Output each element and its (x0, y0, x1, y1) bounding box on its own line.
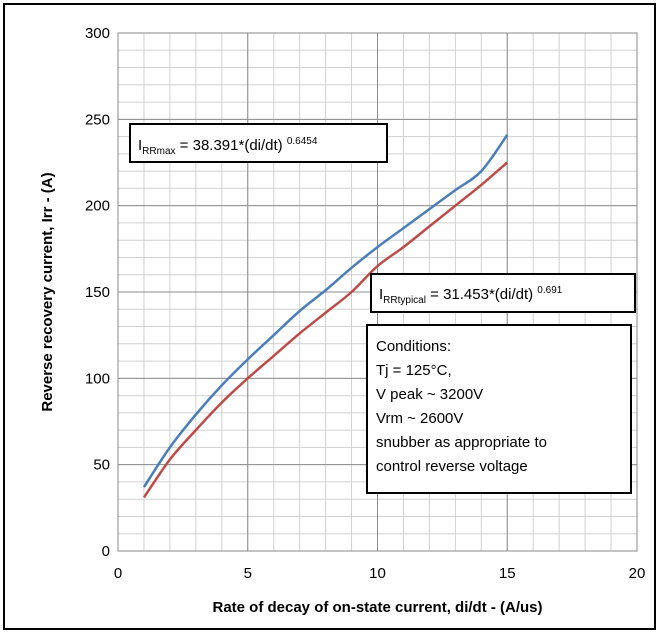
x-tick-label: 5 (244, 565, 252, 582)
y-tick-label: 150 (85, 284, 110, 301)
x-tick-label: 15 (499, 565, 516, 582)
conditions-line: Vrm ~ 2600V (376, 410, 463, 427)
conditions-line: Tj = 125°C, (376, 362, 452, 379)
series-layer (142, 134, 509, 499)
conditions-line: V peak ~ 3200V (376, 386, 483, 403)
x-axis-title: Rate of decay of on-state current, di/dt… (212, 599, 542, 616)
y-tick-label: 100 (85, 370, 110, 387)
y-tick-label: 50 (93, 457, 110, 474)
conditions-box: Conditions: Tj = 125°C, V peak ~ 3200V V… (366, 324, 632, 494)
y-tick-label: 0 (102, 543, 110, 560)
x-tick-label: 10 (369, 565, 386, 582)
x-tick-label: 20 (629, 565, 646, 582)
typical-formula-label: IRRtypical = 31.453*(di/dt) 0.691 (379, 285, 563, 306)
chart-frame (3, 3, 656, 630)
typical-formula-box: IRRtypical = 31.453*(di/dt) 0.691 (370, 273, 636, 313)
conditions-line: control reverse voltage (376, 458, 528, 475)
max-formula-label: IRRmax = 38.391*(di/dt) 0.6454 (138, 136, 318, 157)
series-line-irrtypical (142, 161, 509, 499)
series-line-irrmax (142, 134, 509, 488)
y-tick-label: 200 (85, 198, 110, 215)
x-tick-labels: 0 5 10 15 20 (114, 565, 646, 582)
y-axis-title: Reverse recovery current, Irr - (A) (39, 172, 56, 411)
x-tick-label: 0 (114, 565, 122, 582)
conditions-line: snubber as appropriate to (376, 434, 547, 451)
max-formula-box: IRRmax = 38.391*(di/dt) 0.6454 (129, 123, 388, 163)
y-tick-label: 300 (85, 25, 110, 42)
y-tick-labels: 0 50 100 150 200 250 300 (85, 25, 110, 560)
conditions-line: Conditions: (376, 338, 451, 355)
y-tick-label: 250 (85, 111, 110, 128)
plot-area-border (117, 32, 638, 552)
